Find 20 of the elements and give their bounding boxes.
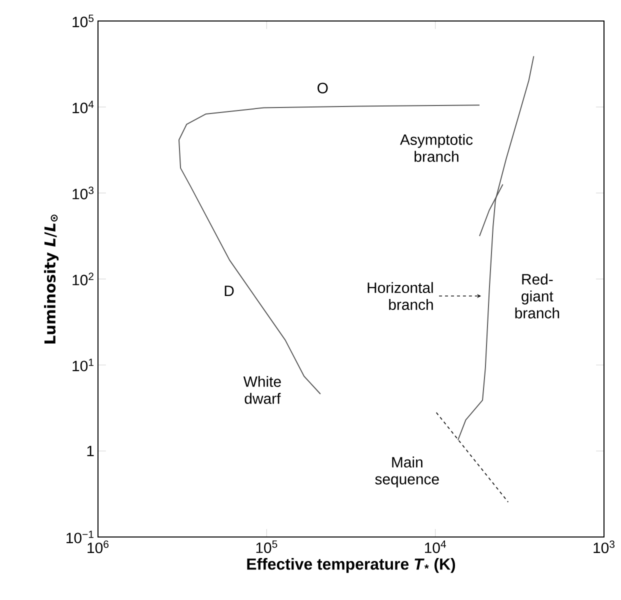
x-tick-label: 10$^{3}$ [594,540,615,554]
y-tick-label: 10$^{4}$ [72,100,94,114]
x-tick-label: 10$^{4}$ [425,540,446,554]
y-tick-label: 10$^{5}$ [72,14,94,28]
annotation: Red-giant branch [515,274,560,318]
x-tick-label: 10$^{5}$ [256,540,278,554]
annotation: D [224,286,234,296]
y-tick-label: 10$^{−1}$ [66,530,94,544]
y-tick-label: 1 [87,446,94,456]
annotation: White dwarf [243,376,281,404]
annotation: Asymptotic branch [400,134,473,162]
x-tick-label: 10$^{6}$ [88,540,108,554]
annotation: Horizontal branch [368,282,433,310]
x-axis-title: Effective temperature T$_{*}$ (K) [247,558,456,573]
annotation: Main sequence [375,456,439,488]
y-tick-label: 10$^{2}$ [72,272,94,286]
y-tick-label: 10$^{1}$ [72,358,94,372]
annotation: O [318,82,328,94]
y-axis-title: Luminosity L/L$_{⊙}$ [44,214,59,344]
y-tick-label: 10$^{3}$ [72,186,94,200]
